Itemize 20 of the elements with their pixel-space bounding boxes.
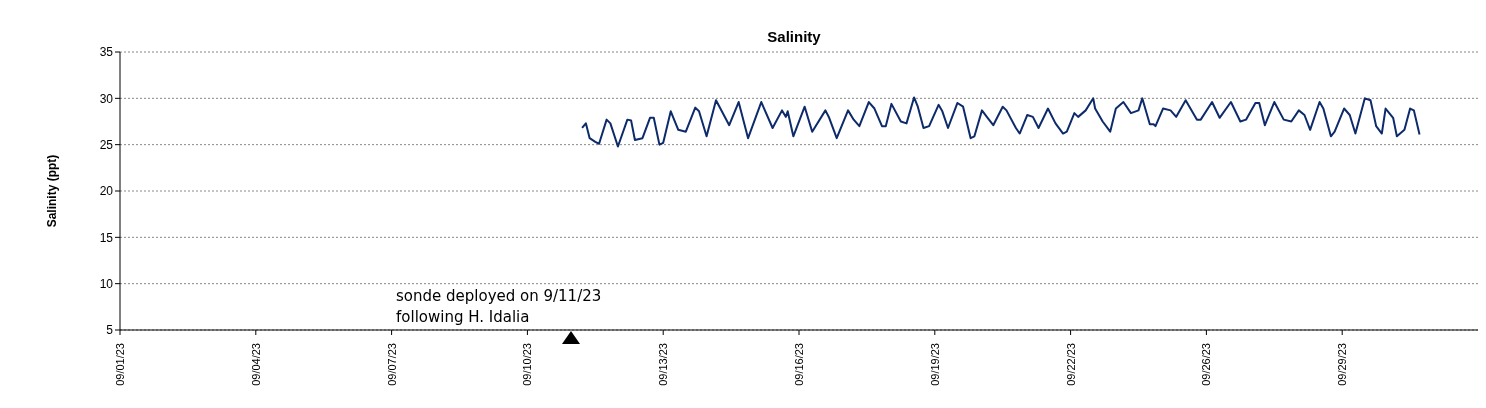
x-tick-label: 09/01/23 bbox=[114, 343, 126, 386]
x-tick-label: 09/16/23 bbox=[793, 343, 805, 386]
x-tick-label: 09/29/23 bbox=[1336, 343, 1349, 386]
y-tick-label: 25 bbox=[99, 137, 114, 152]
y-tick-label: 10 bbox=[99, 276, 114, 291]
chart-title: Salinity bbox=[766, 28, 822, 45]
annotation: sonde deployed on 9/11/23 following H. Idalia bbox=[396, 286, 603, 328]
y-tick-label: 5 bbox=[106, 323, 114, 338]
y-tick-label: 35 bbox=[99, 45, 114, 60]
x-tick-label: 09/10/23 bbox=[521, 343, 534, 386]
y-tick-label: 20 bbox=[99, 184, 114, 199]
y-tick-label: 15 bbox=[99, 230, 114, 245]
x-tick-label: 09/26/23 bbox=[1200, 343, 1213, 386]
x-tick-label: 09/19/23 bbox=[928, 343, 941, 386]
y-tick-label: 30 bbox=[99, 91, 114, 106]
y-axis-title: Salinity (ppt) bbox=[45, 154, 59, 228]
x-tick-label: 09/13/23 bbox=[657, 343, 670, 386]
x-tick-label: 09/07/23 bbox=[385, 343, 398, 386]
x-tick-label: 09/04/23 bbox=[249, 343, 262, 386]
x-tick-label: 09/22/23 bbox=[1064, 343, 1077, 386]
